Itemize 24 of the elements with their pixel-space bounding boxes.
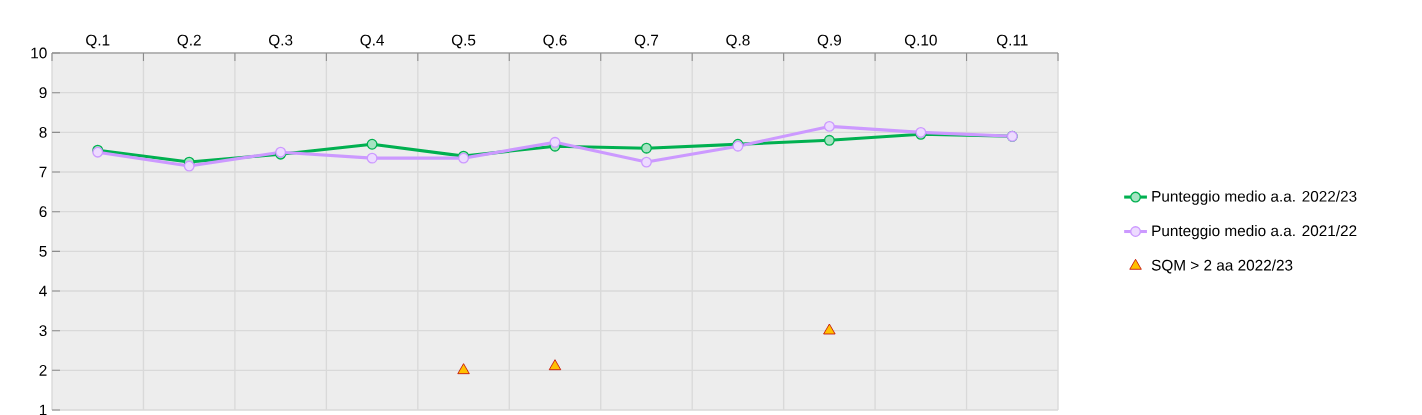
x-tick-label: Q.6 [543,34,567,49]
x-tick-label: Q.5 [451,34,476,49]
y-tick-label: 1 [39,404,47,415]
y-tick-label: 10 [31,47,47,59]
y-tick-label: 2 [39,364,47,376]
x-tick-label: Q.9 [817,34,841,49]
x-tick-label: Q.4 [360,34,384,49]
y-tick-label: 6 [39,206,47,218]
y-tick-label: 3 [39,325,47,337]
x-tick-label: Q.3 [269,34,293,49]
x-tick-label: Q.2 [177,34,201,49]
y-tick-label: 9 [39,87,47,99]
x-tick-label: Q.11 [996,34,1028,49]
x-tick-label: Q.7 [634,34,659,49]
y-tick-label: 4 [39,285,47,297]
legend-label: SQM > 2 aa 2022/23 [1151,259,1293,274]
y-tick-label: 5 [39,246,47,257]
legend-label: Punteggio medio a.a. 2021/22 [1152,224,1357,240]
y-tick-label: 8 [39,126,47,138]
x-tick-label: Q.1 [86,34,110,49]
x-tick-label: Q.10 [904,34,937,49]
x-tick-label: Q.8 [726,34,750,49]
y-tick-label: 7 [39,166,47,178]
legend-label: Punteggio medio a.a. 2022/23 [1152,190,1357,205]
